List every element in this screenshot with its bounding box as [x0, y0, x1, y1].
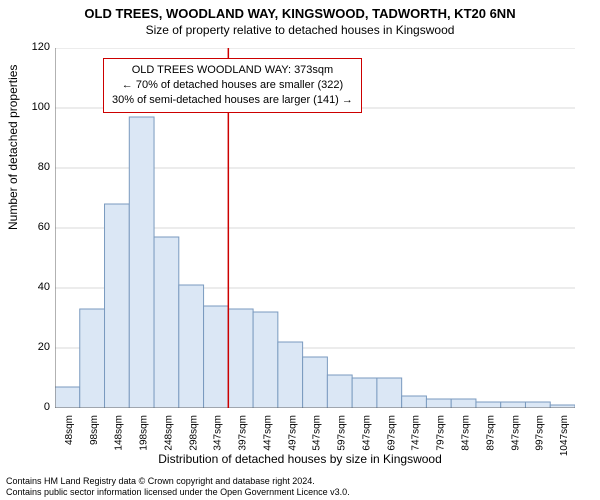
annotation-line3: 30% of semi-detached houses are larger (… [112, 93, 353, 108]
y-tick-label: 120 [20, 41, 50, 53]
x-tick-label: 897sqm [485, 415, 496, 451]
histogram-bar [377, 378, 402, 408]
histogram-bar [179, 285, 204, 408]
x-tick-label: 697sqm [386, 415, 397, 451]
histogram-bar [129, 117, 154, 408]
x-tick-label: 797sqm [436, 415, 447, 451]
histogram-bar [303, 357, 328, 408]
chart-title: OLD TREES, WOODLAND WAY, KINGSWOOD, TADW… [0, 0, 600, 21]
annotation-line2: ← 70% of detached houses are smaller (32… [112, 78, 353, 93]
y-tick-label: 80 [20, 161, 50, 173]
histogram-bar [525, 402, 550, 408]
y-axis-label: Number of detached properties [6, 65, 20, 230]
chart-subtitle: Size of property relative to detached ho… [0, 21, 600, 37]
x-tick-label: 148sqm [114, 415, 125, 451]
histogram-bar [451, 399, 476, 408]
histogram-bar [154, 237, 179, 408]
histogram-bar [352, 378, 377, 408]
x-tick-label: 597sqm [337, 415, 348, 451]
histogram-bar [253, 312, 278, 408]
x-tick-label: 547sqm [312, 415, 323, 451]
histogram-bar [105, 204, 130, 408]
x-axis-label: Distribution of detached houses by size … [0, 452, 600, 466]
x-tick-label: 447sqm [262, 415, 273, 451]
x-tick-label: 48sqm [64, 415, 75, 445]
histogram-bar [80, 309, 105, 408]
y-tick-label: 20 [20, 341, 50, 353]
histogram-bar [476, 402, 501, 408]
x-tick-label: 298sqm [188, 415, 199, 451]
footer-line2: Contains public sector information licen… [6, 487, 350, 498]
histogram-bar [402, 396, 427, 408]
x-tick-label: 347sqm [213, 415, 224, 451]
x-tick-label: 1047sqm [560, 415, 571, 456]
footer-attribution: Contains HM Land Registry data © Crown c… [6, 476, 350, 499]
histogram-bar [501, 402, 526, 408]
y-tick-label: 60 [20, 221, 50, 233]
x-tick-label: 947sqm [510, 415, 521, 451]
annotation-box: OLD TREES WOODLAND WAY: 373sqm← 70% of d… [103, 58, 362, 113]
x-tick-label: 747sqm [411, 415, 422, 451]
histogram-bar [55, 387, 80, 408]
chart-area: 02040608010012048sqm98sqm148sqm198sqm248… [55, 48, 575, 408]
x-tick-label: 397sqm [238, 415, 249, 451]
x-tick-label: 98sqm [89, 415, 100, 445]
histogram-bar [426, 399, 451, 408]
x-tick-label: 248sqm [163, 415, 174, 451]
footer-line1: Contains HM Land Registry data © Crown c… [6, 476, 350, 487]
x-tick-label: 847sqm [461, 415, 472, 451]
x-tick-label: 647sqm [362, 415, 373, 451]
x-tick-label: 997sqm [535, 415, 546, 451]
y-tick-label: 100 [20, 101, 50, 113]
histogram-bar [228, 309, 253, 408]
y-tick-label: 0 [20, 401, 50, 413]
y-tick-label: 40 [20, 281, 50, 293]
x-tick-label: 497sqm [287, 415, 298, 451]
histogram-bar [327, 375, 352, 408]
annotation-line1: OLD TREES WOODLAND WAY: 373sqm [112, 63, 353, 78]
histogram-bar [278, 342, 303, 408]
x-tick-label: 198sqm [139, 415, 150, 451]
histogram-bar [204, 306, 229, 408]
